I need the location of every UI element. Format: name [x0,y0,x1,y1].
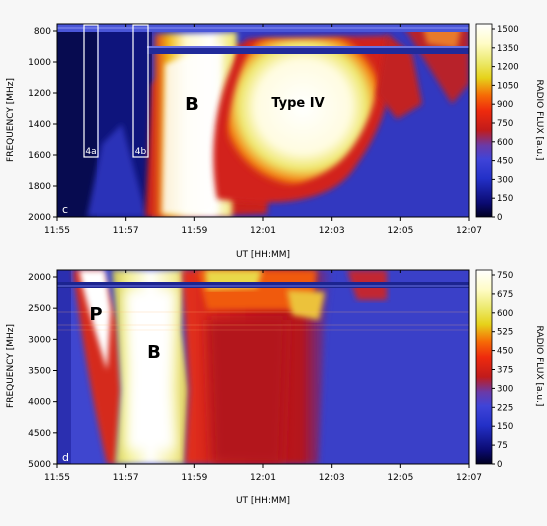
colorbar-tick-label: 750 [497,119,513,129]
annotation-p: P [89,304,102,325]
panel-c-ylabel: FREQUENCY [MHz] [6,78,16,162]
box-4a [83,24,99,158]
x-tick-label: 11:57 [113,226,139,236]
panel-c: 4a 4b B Type IV c 800 1000 1200 1400 1600 180… [6,23,544,260]
panel-d-colorbar [475,269,493,465]
y-tick-label: 4000 [28,398,51,408]
colorbar-tick-label: 1200 [497,63,519,73]
x-tick-label: 12:07 [456,226,482,236]
x-tick-label: 12:01 [250,473,276,483]
x-tick-label: 12:05 [387,226,413,236]
panel-c-xlabel: UT [HH:MM] [236,250,290,260]
x-tick-label: 11:55 [44,226,70,236]
y-tick-label: 5000 [28,460,51,470]
panel-c-colorbar [475,23,493,218]
colorbar-tick-label: 600 [497,138,513,148]
x-tick-label: 11:57 [113,473,139,483]
panel-c-letter: c [62,203,68,216]
y-tick-label: 2000 [28,273,51,283]
colorbar-tick-label: 900 [497,100,513,110]
y-tick-label: 1800 [28,182,51,192]
panel-c-x-axis: 11:55 11:57 11:59 12:01 12:03 12:05 12:07 [44,24,482,236]
panel-d-colorbar-label: RADIO FLUX [a.u.] [534,326,544,407]
box-4b-label: 4b [135,147,147,157]
colorbar-tick-label: 0 [497,460,502,470]
x-tick-label: 12:03 [319,226,345,236]
y-tick-label: 4500 [28,429,51,439]
panel-c-heatmap [57,24,469,217]
y-tick-label: 1200 [28,89,51,99]
panel-d-y-axis: 2000 2500 3000 3500 4000 4500 5000 [28,273,57,470]
panel-d-heatmap [57,270,469,464]
annotation-b-d: B [147,342,161,363]
x-tick-label: 11:59 [181,473,207,483]
x-tick-label: 12:05 [387,473,413,483]
panel-c-colorbar-label: RADIO FLUX [a.u.] [534,80,544,161]
y-tick-label: 2000 [28,213,51,223]
x-tick-label: 12:03 [319,473,345,483]
x-tick-label: 11:55 [44,473,70,483]
colorbar-tick-label: 300 [497,175,513,185]
colorbar-tick-label: 150 [497,422,513,432]
colorbar-tick-label: 300 [497,384,513,394]
colorbar-tick-label: 1500 [497,25,519,35]
x-tick-label: 12:01 [250,226,276,236]
colorbar-tick-label: 525 [497,328,513,338]
y-tick-label: 3000 [28,335,51,345]
colorbar-tick-label: 0 [497,213,502,223]
panel-d-letter: d [62,451,69,464]
colorbar-tick-label: 150 [497,194,513,204]
annotation-b-c: B [185,94,199,115]
y-tick-label: 1400 [28,120,51,130]
y-tick-label: 1000 [28,58,51,68]
colorbar-tick-label: 75 [497,441,508,451]
panel-c-y-axis: 800 1000 1200 1400 1600 1800 2000 [28,27,57,223]
annotation-type-iv: Type IV [271,96,324,111]
colorbar-tick-label: 450 [497,347,513,357]
box-4a-label: 4a [85,147,96,157]
box-4b [132,24,149,158]
y-tick-label: 2500 [28,304,51,314]
colorbar-tick-label: 225 [497,403,513,413]
y-tick-label: 800 [34,27,51,37]
panel-d-x-axis: 11:55 11:57 11:59 12:01 12:03 12:05 12:07 [44,270,482,483]
colorbar-tick-label: 675 [497,290,513,300]
colorbar-tick-label: 600 [497,309,513,319]
colorbar-tick-label: 1050 [497,81,519,91]
panel-d-ylabel: FREQUENCY [MHz] [6,324,16,408]
colorbar-tick-label: 450 [497,157,513,167]
colorbar-tick-label: 375 [497,366,513,376]
y-tick-label: 3500 [28,367,51,377]
x-tick-label: 12:07 [456,473,482,483]
y-tick-label: 1600 [28,151,51,161]
x-tick-label: 11:59 [181,226,207,236]
colorbar-tick-label: 1350 [497,44,519,54]
panel-d-xlabel: UT [HH:MM] [236,496,290,506]
colorbar-tick-label: 750 [497,271,513,281]
